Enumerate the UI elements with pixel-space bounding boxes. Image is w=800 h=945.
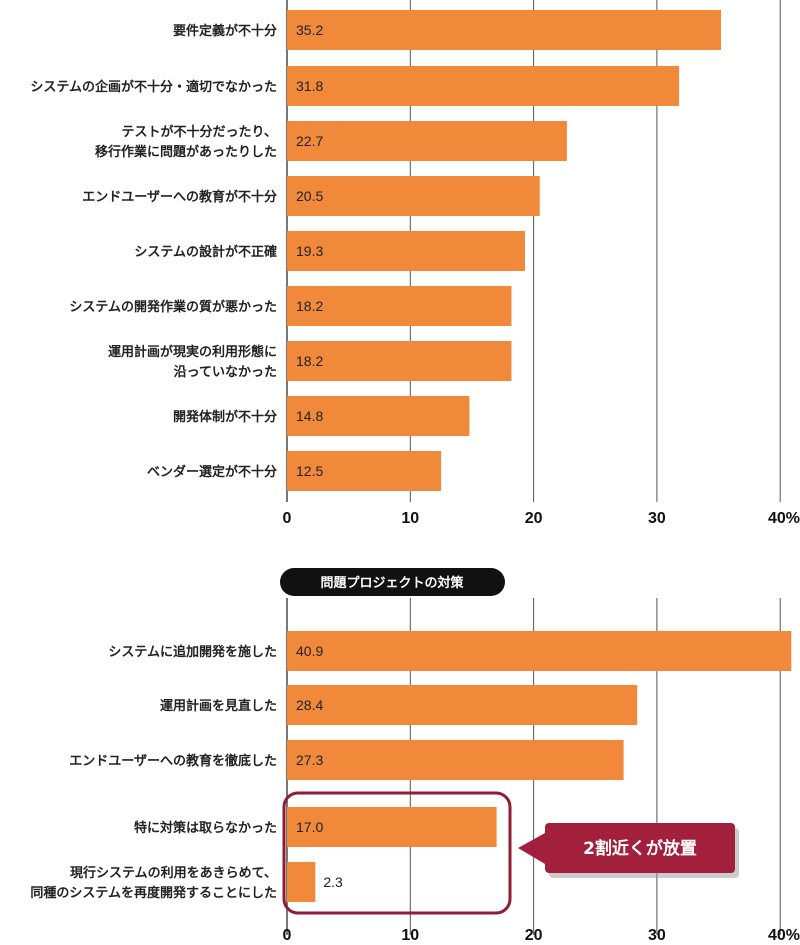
category-label: 同種のシステムを再度開発することにした xyxy=(30,885,277,901)
data-label: 22.7 xyxy=(296,133,323,149)
bar xyxy=(287,66,680,106)
callout-pointer xyxy=(518,833,545,864)
callout-box xyxy=(545,823,735,873)
category-label: 運用計画が現実の利用形態に xyxy=(108,344,277,360)
bar xyxy=(287,862,316,902)
x-tick-label: 20 xyxy=(525,927,543,944)
bar xyxy=(287,341,512,381)
category-label: 移行作業に問題があったりした xyxy=(95,144,277,160)
category-label: テストが不十分だったり、 xyxy=(122,124,277,140)
category-label: 現行システムの利用をあきらめて、 xyxy=(70,865,277,881)
category-label: システムの企画が不十分・適切でなかった xyxy=(30,79,277,95)
x-tick-label: 10 xyxy=(401,510,419,527)
data-label: 20.5 xyxy=(296,188,323,204)
bar xyxy=(287,121,567,161)
section-title: 問題プロジェクトの対策 xyxy=(320,575,464,591)
data-label: 28.4 xyxy=(296,697,323,713)
x-tick-label: 20 xyxy=(525,510,543,527)
data-label: 2.3 xyxy=(323,874,343,890)
bar xyxy=(287,231,525,271)
x-tick-label: 10 xyxy=(401,927,419,944)
data-label: 18.2 xyxy=(296,353,323,369)
data-label: 40.9 xyxy=(296,643,323,659)
category-label: 運用計画を見直した xyxy=(160,698,277,714)
bar xyxy=(287,10,722,50)
x-tick-label: 30 xyxy=(648,927,666,944)
data-label: 27.3 xyxy=(296,752,323,768)
x-tick-label: 40% xyxy=(768,510,800,527)
bar xyxy=(287,396,470,436)
x-tick-label: 40% xyxy=(768,927,800,944)
data-label: 35.2 xyxy=(296,22,323,38)
highlight-box xyxy=(282,791,512,915)
category-label: 開発体制が不十分 xyxy=(173,409,277,425)
x-tick-label: 30 xyxy=(648,510,666,527)
data-label: 17.0 xyxy=(296,819,323,835)
data-label: 12.5 xyxy=(296,463,323,479)
bar xyxy=(287,176,540,216)
bar xyxy=(287,685,638,725)
category-label: 特に対策は取らなかった xyxy=(134,820,277,836)
data-label: 19.3 xyxy=(296,243,323,259)
data-label: 18.2 xyxy=(296,298,323,314)
x-tick-label: 0 xyxy=(283,927,292,944)
category-label: システムの設計が不正確 xyxy=(134,244,277,260)
bar xyxy=(287,286,512,326)
data-label: 31.8 xyxy=(296,78,323,94)
section-title-pill xyxy=(280,568,505,596)
bar xyxy=(287,807,497,847)
bar xyxy=(287,451,442,491)
bar xyxy=(287,740,624,780)
category-label: 要件定義が不十分 xyxy=(173,23,277,39)
category-label: システムの開発作業の質が悪かった xyxy=(69,299,277,315)
x-tick-label: 0 xyxy=(283,510,292,527)
bar xyxy=(287,631,792,671)
category-label: システムに追加開発を施した xyxy=(108,644,277,660)
data-label: 14.8 xyxy=(296,408,323,424)
category-label: エンドユーザーへの教育が不十分 xyxy=(82,189,277,205)
category-label: ベンダー選定が不十分 xyxy=(147,464,277,480)
category-label: エンドユーザーへの教育を徹底した xyxy=(69,753,277,769)
category-label: 沿っていなかった xyxy=(174,365,277,380)
callout-text: 2割近くが放置 xyxy=(583,838,697,859)
